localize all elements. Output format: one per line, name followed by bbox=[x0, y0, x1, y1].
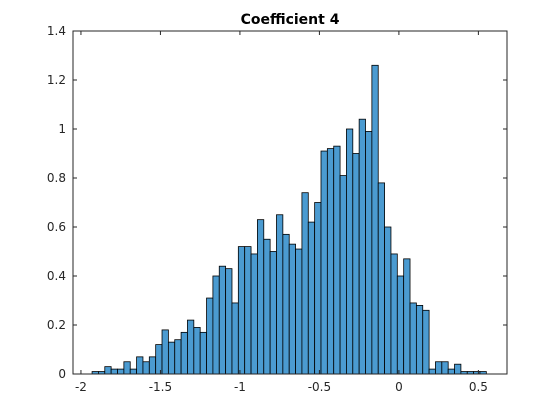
histogram-bar bbox=[454, 363, 462, 375]
histogram-bar bbox=[148, 356, 157, 375]
histogram-bar bbox=[225, 268, 233, 375]
histogram-bar bbox=[415, 304, 424, 375]
x-axis: -2 -1.5 -1 -0.5 0 0.5 bbox=[75, 31, 488, 394]
histogram-bar bbox=[155, 344, 163, 375]
y-tick-label: 0.2 bbox=[47, 318, 66, 332]
y-axis: 0 0.2 0.4 0.6 0.8 1 1.2 1.4 bbox=[47, 24, 507, 381]
histogram-bar bbox=[231, 302, 239, 375]
x-tick-label: -0.5 bbox=[308, 380, 331, 394]
histogram-bar bbox=[346, 128, 354, 375]
histogram-bar bbox=[212, 275, 220, 375]
x-tick-label: 0.5 bbox=[469, 380, 488, 394]
histogram-bar bbox=[320, 150, 328, 375]
histogram-bar bbox=[199, 331, 207, 375]
histogram-bar bbox=[403, 258, 411, 375]
histogram-bar bbox=[276, 214, 284, 375]
histogram-bar bbox=[288, 243, 296, 375]
histogram-bar bbox=[269, 251, 277, 375]
histogram-bar bbox=[257, 219, 265, 375]
histogram-bar bbox=[180, 331, 188, 375]
axes-box bbox=[72, 30, 508, 375]
histogram-bar bbox=[301, 192, 309, 375]
histogram-bar bbox=[307, 221, 316, 375]
histogram-bar bbox=[339, 175, 347, 375]
y-tick-label: 0.4 bbox=[47, 269, 66, 283]
histogram-bar bbox=[117, 368, 125, 375]
histogram-bar bbox=[447, 368, 455, 375]
chart-title: Coefficient 4 bbox=[241, 12, 340, 28]
histogram-bar bbox=[136, 356, 144, 375]
histogram-bar bbox=[333, 145, 341, 375]
histogram-bar bbox=[237, 246, 246, 375]
x-tick-label: -2 bbox=[75, 380, 87, 394]
histogram-bar bbox=[441, 361, 449, 375]
histogram-bar bbox=[409, 302, 417, 375]
histogram-bar bbox=[384, 226, 392, 375]
histogram-bar bbox=[167, 341, 176, 375]
x-tick-label: -1 bbox=[234, 380, 246, 394]
x-tick-label: -1.5 bbox=[149, 380, 172, 394]
histogram-bar bbox=[282, 233, 290, 375]
histogram-bar bbox=[365, 131, 373, 375]
y-tick-label: 1.4 bbox=[47, 24, 66, 38]
histogram-bar bbox=[193, 327, 201, 375]
histogram-bar bbox=[161, 329, 169, 375]
histogram-bar bbox=[428, 368, 436, 375]
histogram-bar bbox=[110, 368, 118, 375]
y-tick-label: 0.8 bbox=[47, 171, 66, 185]
y-tick-label: 1.2 bbox=[47, 73, 66, 87]
histogram-bar bbox=[218, 265, 227, 375]
y-tick-label: 1 bbox=[58, 122, 66, 136]
histogram-bar bbox=[206, 297, 214, 375]
histogram-bar bbox=[129, 368, 137, 375]
histogram-bar bbox=[371, 64, 379, 375]
histogram-bar bbox=[295, 248, 303, 375]
bars-group bbox=[91, 64, 487, 375]
histogram-bar bbox=[326, 148, 335, 375]
histogram-bar bbox=[263, 238, 271, 375]
histogram-bar bbox=[142, 361, 150, 375]
x-tick-label: 0 bbox=[395, 380, 403, 394]
histogram-bar bbox=[244, 246, 252, 375]
histogram-bar bbox=[187, 319, 195, 375]
histogram-bar bbox=[435, 361, 443, 375]
histogram-bar bbox=[390, 253, 398, 375]
histogram-bar bbox=[174, 339, 182, 375]
histogram-bar bbox=[422, 309, 430, 375]
histogram-bar bbox=[358, 118, 366, 375]
histogram-bar bbox=[104, 366, 112, 375]
histogram-bar bbox=[396, 275, 405, 375]
histogram-bar bbox=[250, 253, 258, 375]
histogram-bar bbox=[352, 153, 360, 375]
histogram-bar bbox=[314, 202, 322, 375]
histogram-bar bbox=[123, 361, 131, 375]
histogram-bar bbox=[377, 182, 385, 375]
y-tick-label: 0 bbox=[58, 367, 66, 381]
y-tick-label: 0.6 bbox=[47, 220, 66, 234]
